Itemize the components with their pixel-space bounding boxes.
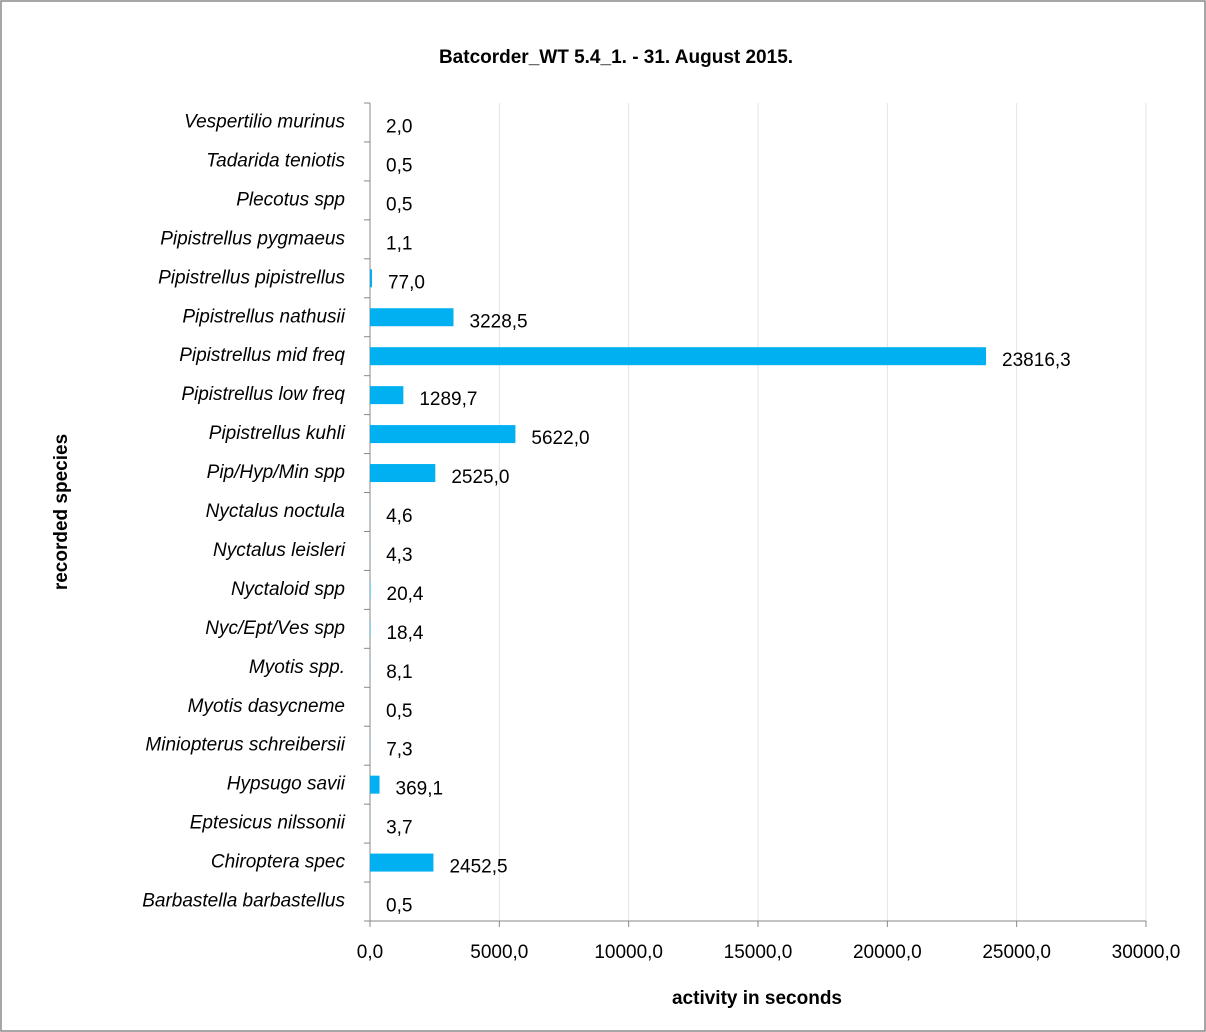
- y-tick-label: Pipistrellus pipistrellus: [158, 267, 345, 288]
- value-label: 2525,0: [451, 467, 509, 488]
- bar: [370, 269, 372, 288]
- bar: [370, 464, 436, 483]
- y-tick-label: Hypsugo savii: [227, 774, 346, 795]
- value-label: 8,1: [386, 662, 412, 683]
- value-label: 3,7: [386, 818, 412, 839]
- x-tick-label: 5000,0: [470, 942, 528, 963]
- value-label: 3228,5: [470, 311, 528, 332]
- x-tick-label: 20000,0: [853, 942, 922, 963]
- value-label: 77,0: [388, 272, 425, 293]
- value-label: 0,5: [386, 194, 412, 215]
- y-tick-label: Miniopterus schreibersii: [145, 735, 345, 756]
- x-tick-label: 30000,0: [1112, 942, 1181, 963]
- value-label: 7,3: [386, 740, 412, 761]
- value-label: 1289,7: [419, 389, 477, 410]
- y-tick-label: Eptesicus nilssonii: [190, 813, 346, 834]
- bar: [370, 347, 987, 366]
- value-label: 18,4: [386, 623, 423, 644]
- x-tick-label: 25000,0: [982, 942, 1051, 963]
- bar: [370, 853, 434, 872]
- value-label: 20,4: [387, 584, 424, 605]
- bar: [370, 386, 404, 405]
- y-tick-label: Pipistrellus kuhli: [209, 423, 346, 444]
- y-tick-label: Chiroptera spec: [211, 852, 346, 873]
- chart-title: Batcorder_WT 5.4_1. - 31. August 2015.: [439, 47, 793, 68]
- y-axis-label: recorded species: [51, 434, 72, 590]
- x-tick-label: 15000,0: [724, 942, 793, 963]
- y-tick-label: Pipistrellus nathusii: [182, 306, 345, 327]
- value-label: 0,5: [386, 896, 412, 917]
- bar: [370, 580, 371, 599]
- y-tick-label: Nyctaloid spp: [231, 579, 345, 600]
- value-label: 1,1: [386, 233, 412, 254]
- y-tick-label: Plecotus spp: [236, 189, 345, 210]
- value-label: 23816,3: [1002, 350, 1071, 371]
- y-tick-label: Myotis spp.: [249, 657, 345, 678]
- y-tick-label: Barbastella barbastellus: [142, 891, 345, 912]
- y-tick-label: Nyc/Ept/Ves spp: [205, 618, 345, 639]
- value-label: 2,0: [386, 116, 412, 137]
- x-tick-label: 0,0: [357, 942, 383, 963]
- bar: [370, 775, 380, 794]
- value-label: 4,6: [386, 506, 412, 527]
- x-axis-label: activity in seconds: [672, 988, 842, 1009]
- y-tick-label: Pipistrellus pygmaeus: [160, 228, 345, 249]
- bar: [370, 425, 516, 444]
- value-label: 0,5: [386, 155, 412, 176]
- bar: [370, 308, 454, 327]
- value-label: 369,1: [396, 779, 444, 800]
- x-tick-label: 10000,0: [594, 942, 663, 963]
- y-tick-label: Vespertilio murinus: [184, 111, 345, 132]
- value-label: 5622,0: [531, 428, 589, 449]
- y-tick-label: Tadarida teniotis: [206, 150, 345, 171]
- y-tick-label: Pip/Hyp/Min spp: [207, 462, 345, 483]
- y-tick-label: Pipistrellus mid freq: [179, 345, 345, 366]
- y-tick-label: Myotis dasycneme: [188, 696, 345, 717]
- y-tick-label: Nyctalus leisleri: [213, 540, 346, 561]
- value-label: 4,3: [386, 545, 412, 566]
- value-label: 2452,5: [449, 857, 507, 878]
- y-tick-label: Pipistrellus low freq: [181, 384, 345, 405]
- y-tick-label: Nyctalus noctula: [206, 501, 345, 522]
- value-label: 0,5: [386, 701, 412, 722]
